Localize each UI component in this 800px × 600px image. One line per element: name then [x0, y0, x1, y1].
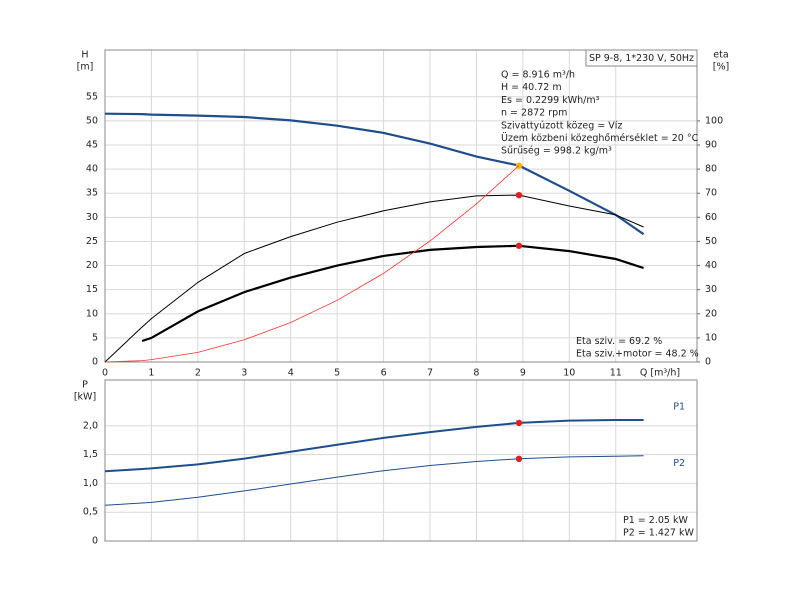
x-tick-label: 11: [610, 368, 622, 379]
y2-axis-label: eta: [713, 50, 728, 61]
x-tick-label: 9: [520, 368, 526, 379]
y2-tick-label: 80: [705, 164, 717, 175]
x-tick-label: 5: [334, 368, 340, 379]
y-axis-unit: [kW]: [74, 392, 96, 403]
curve: [104, 112, 645, 236]
y2-axis-unit: [%]: [713, 62, 729, 73]
info-line: H = 40.72 m: [501, 82, 562, 93]
x-tick-label: 6: [381, 368, 387, 379]
y-tick-label: 30: [86, 212, 98, 223]
y-tick-label: 1,0: [83, 478, 98, 489]
y2-tick-label: 100: [705, 115, 723, 126]
info-line: n = 2872 rpm: [501, 108, 567, 119]
x-tick-label: 0: [102, 368, 108, 379]
x-tick-label: 8: [473, 368, 479, 379]
y-axis-label: H: [81, 50, 88, 61]
y-tick-label: 45: [86, 139, 98, 150]
y2-tick-label: 30: [705, 284, 717, 295]
x-tick-label: 10: [563, 368, 575, 379]
y-tick-label: 2,0: [83, 420, 98, 431]
operating-point: [515, 242, 523, 249]
curve: [104, 165, 520, 363]
y-tick-label: 20: [86, 260, 98, 271]
y2-tick-label: 70: [705, 188, 717, 199]
y2-tick-label: 40: [705, 260, 717, 271]
chart-title: SP 9-8, 1*230 V, 50Hz: [589, 53, 694, 64]
note-line: Eta sziv.+motor = 48.2 %: [576, 349, 699, 360]
curve: [104, 419, 644, 473]
y2-tick-label: 60: [705, 212, 717, 223]
y2-tick-label: 0: [705, 357, 711, 368]
note-line: P2 = 1.427 kW: [623, 528, 694, 539]
y2-tick-label: 20: [705, 308, 717, 319]
y-tick-label: 55: [86, 91, 98, 102]
note-line: Eta sziv. = 69.2 %: [576, 336, 662, 347]
operating-point: [515, 455, 523, 463]
curve: [141, 244, 644, 343]
y-tick-label: 40: [86, 164, 98, 175]
y-tick-label: 50: [86, 115, 98, 126]
x-tick-label: 4: [288, 368, 294, 379]
x-tick-label: 7: [427, 368, 433, 379]
operating-point: [515, 191, 523, 199]
curve: [104, 455, 644, 506]
y2-tick-label: 90: [705, 139, 717, 150]
y2-tick-label: 10: [705, 332, 717, 343]
x-tick-label: 3: [241, 368, 247, 379]
y-tick-label: 15: [86, 284, 98, 295]
legend-label: P1: [673, 402, 685, 413]
y-axis-unit: [m]: [77, 62, 94, 73]
info-line: Q = 8.916 m³/h: [501, 70, 575, 81]
note-line: P1 = 2.05 kW: [623, 515, 688, 526]
title-box: [585, 49, 698, 67]
y-tick-label: 0: [92, 536, 98, 547]
y2-tick-label: 50: [705, 236, 717, 247]
y-tick-label: 0,5: [83, 507, 98, 518]
info-line: Szivattyúzott közeg = Víz: [501, 120, 622, 131]
x-tick-label: 2: [195, 368, 201, 379]
info-line: Sűrűség = 998.2 kg/m³: [501, 146, 612, 157]
y-tick-label: 35: [86, 188, 98, 199]
y-tick-label: 0: [92, 357, 98, 368]
x-axis-label: Q [m³/h]: [640, 368, 680, 379]
operating-point: [515, 419, 523, 427]
info-line: Es = 0.2299 kWh/m³: [501, 95, 600, 106]
info-line: Üzem közbeni közeghőmérséklet = 20 °C: [501, 133, 699, 144]
y-tick-label: 1,5: [83, 449, 98, 460]
y-tick-label: 5: [92, 332, 98, 343]
y-axis-label: P: [82, 380, 88, 391]
plot-frame: [104, 49, 698, 363]
plot-frame: [104, 379, 698, 542]
y-tick-label: 10: [86, 308, 98, 319]
curve: [104, 194, 644, 363]
legend-label: P2: [673, 458, 685, 469]
x-tick-label: 1: [148, 368, 154, 379]
y-tick-label: 25: [86, 236, 98, 247]
